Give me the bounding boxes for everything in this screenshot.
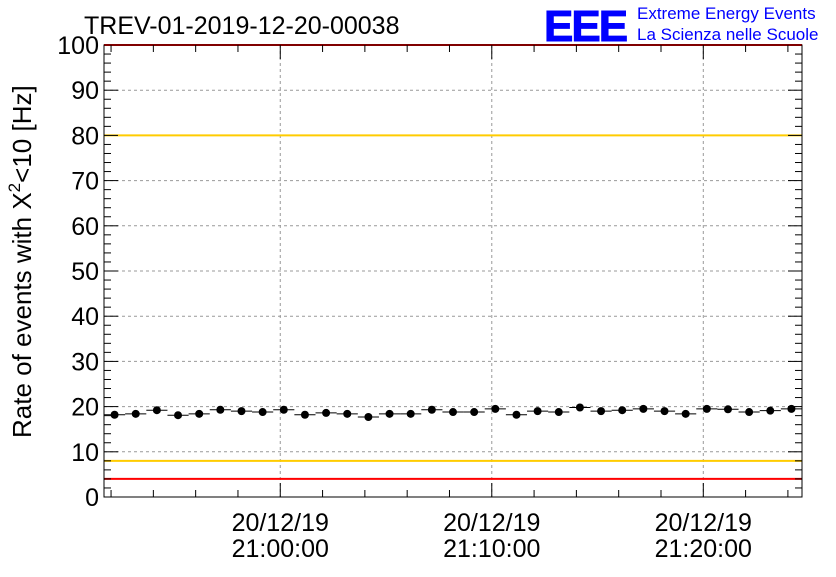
data-point (216, 405, 225, 414)
data-point (174, 411, 183, 420)
data-point (681, 409, 690, 418)
data-point (300, 410, 309, 419)
data-point (702, 404, 711, 413)
data-point (385, 409, 394, 418)
eee-logo-letters: EEE (544, 2, 627, 51)
data-point (237, 407, 246, 416)
y-tick-label: 100 (57, 32, 99, 60)
data-point (639, 404, 648, 413)
y-tick-label: 90 (71, 77, 99, 105)
data-point (512, 410, 521, 419)
data-point (766, 406, 775, 415)
y-tick-label: 80 (71, 122, 99, 150)
data-point (723, 405, 732, 414)
y-axis-label: Rate of events with X2<10 [Hz] (5, 85, 37, 438)
y-tick-label: 0 (85, 484, 99, 512)
y-tick-label: 60 (71, 213, 99, 241)
data-point (258, 408, 267, 417)
data-points (104, 403, 802, 421)
data-point (533, 407, 542, 416)
x-tick-label-date: 20/12/19 (655, 509, 752, 537)
data-point (406, 409, 415, 418)
y-tick-label: 20 (71, 394, 99, 422)
x-tick-label-time: 21:00:00 (232, 535, 329, 563)
data-point (618, 406, 627, 415)
x-tick-label-date: 20/12/19 (232, 509, 329, 537)
data-point (660, 407, 669, 416)
run-title: TREV-01-2019-12-20-00038 (84, 12, 399, 40)
data-point (787, 404, 796, 413)
data-point (491, 404, 500, 413)
y-axis-label-superscript: 2 (5, 183, 24, 192)
data-point (427, 405, 436, 414)
y-axis-label-main: Rate of events with X (7, 192, 37, 438)
data-point (322, 408, 331, 417)
y-tick-label: 50 (71, 258, 99, 286)
data-point (575, 403, 584, 412)
data-point (110, 410, 119, 419)
data-point (745, 408, 754, 417)
eee-logo: EEE Extreme Energy Events La Scienza nel… (544, 2, 819, 52)
data-point (449, 408, 457, 417)
y-tick-label: 70 (71, 168, 99, 196)
data-point (343, 409, 352, 418)
data-point (554, 408, 563, 417)
y-tick-label: 30 (71, 348, 99, 376)
eee-logo-line2: La Scienza nelle Scuole (637, 25, 818, 44)
y-tick-label: 10 (71, 439, 99, 467)
eee-logo-line1: Extreme Energy Events (637, 4, 816, 23)
axes: 010203040506070809010020/12/1921:00:0020… (57, 32, 802, 563)
data-point (470, 408, 479, 417)
y-axis-label-tail: <10 [Hz] (7, 85, 37, 183)
data-point (131, 409, 140, 418)
data-point (152, 406, 161, 415)
y-tick-label: 40 (71, 303, 99, 331)
x-tick-label-time: 21:20:00 (655, 535, 752, 563)
data-point (364, 412, 373, 421)
x-tick-label-date: 20/12/19 (443, 509, 540, 537)
data-point (195, 409, 204, 418)
x-tick-label-time: 21:10:00 (443, 535, 540, 563)
data-point (279, 405, 288, 414)
data-point (597, 407, 606, 416)
